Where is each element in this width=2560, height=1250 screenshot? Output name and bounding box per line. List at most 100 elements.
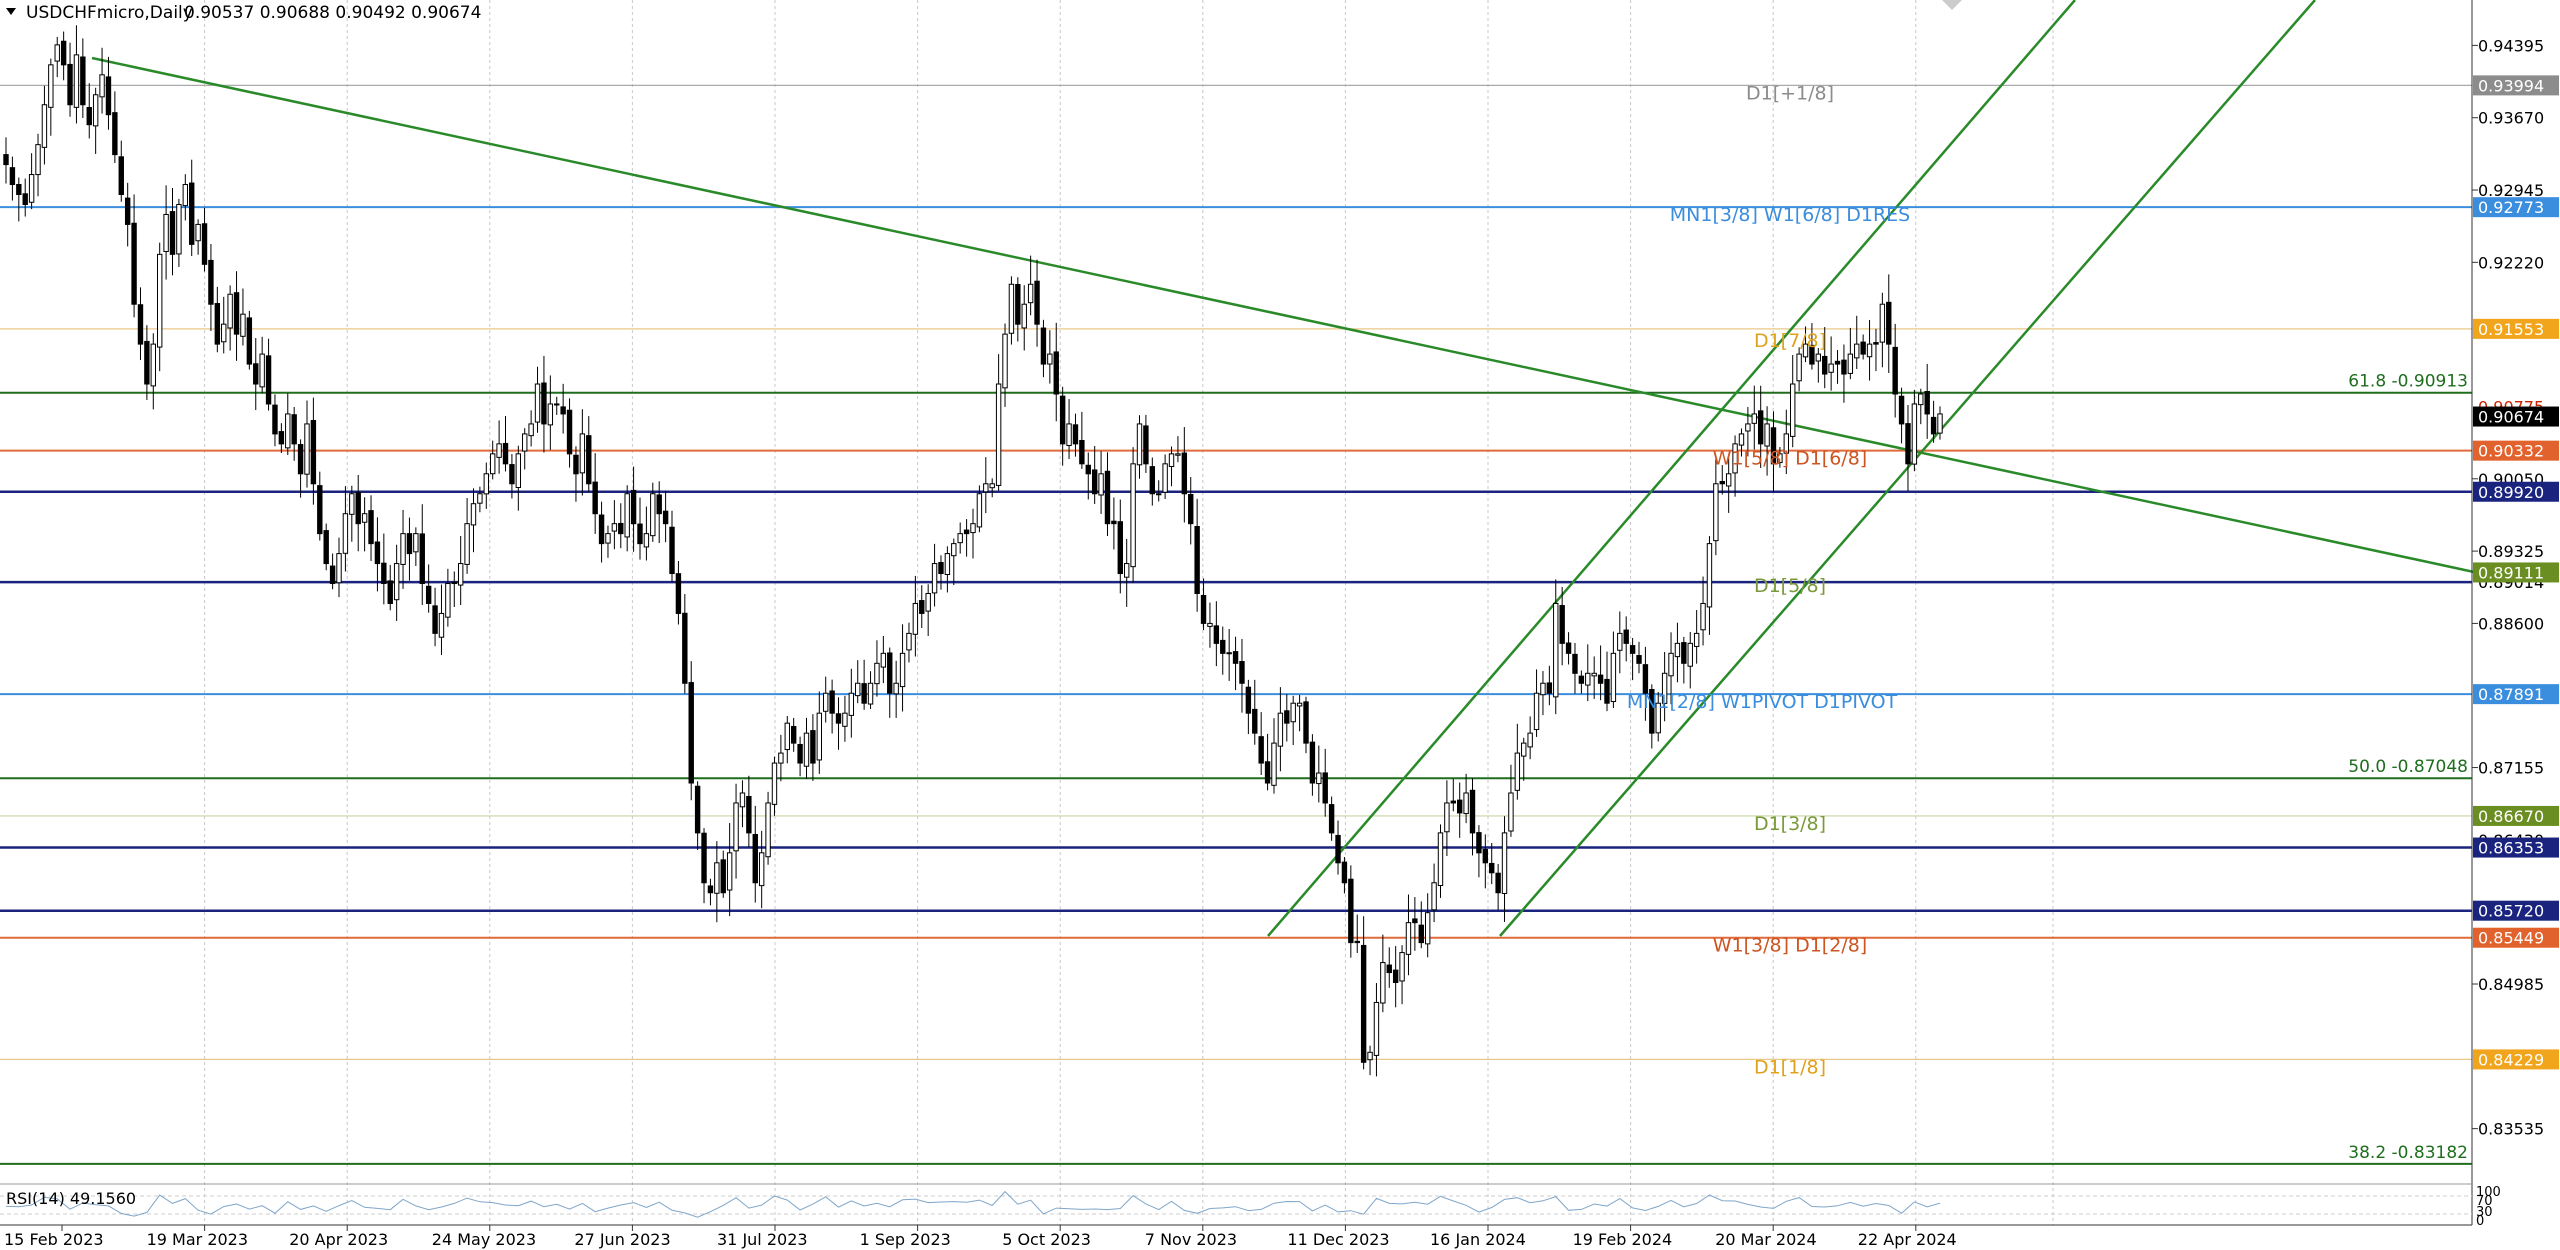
candle-body: [637, 523, 643, 545]
price-label-box: [2473, 927, 2559, 948]
candle-body: [1226, 652, 1232, 655]
candle-body: [784, 722, 790, 751]
candle-body: [688, 682, 694, 784]
candle-body: [592, 481, 598, 515]
level-lines: [0, 84, 2472, 1165]
candle-body: [1693, 632, 1700, 647]
rsi-label: RSI(14) 49.1560: [6, 1189, 136, 1208]
candle-body: [925, 592, 931, 612]
candle-body: [1463, 792, 1469, 815]
candle-body: [1059, 395, 1066, 445]
candle-body: [1437, 832, 1444, 887]
candle-body: [1495, 872, 1501, 894]
candle-body: [1392, 969, 1399, 984]
candle-body: [912, 602, 919, 635]
candle-body: [1617, 632, 1623, 651]
candle-body: [1649, 689, 1655, 734]
candle-body: [1725, 473, 1732, 487]
candle-body: [1540, 682, 1546, 696]
candle-body: [278, 431, 285, 445]
candle-body: [1027, 283, 1034, 304]
candle-body: [169, 211, 176, 255]
candle-body: [22, 193, 28, 205]
price-label-box: [2473, 837, 2559, 858]
candle-body: [496, 443, 502, 458]
candle-body: [694, 785, 701, 834]
candle-body: [1719, 480, 1725, 485]
price-label-text: 0.85720: [2478, 902, 2544, 921]
candle-body: [1354, 940, 1360, 944]
candle-body: [189, 182, 195, 245]
candle-body: [137, 304, 144, 345]
candle-body: [1578, 675, 1585, 684]
candle-body: [349, 493, 355, 515]
x-tick-label: 15 Feb 2023: [4, 1230, 104, 1249]
candle-body: [1918, 393, 1924, 406]
candle-body: [1316, 772, 1322, 785]
candle-body: [528, 423, 534, 437]
candle-body: [285, 413, 291, 449]
candle-body: [1642, 664, 1649, 694]
candle-body: [906, 632, 912, 651]
candle-body: [1937, 413, 1943, 434]
candle-body: [291, 414, 297, 445]
candle-body: [1040, 327, 1047, 365]
price-label-text: 0.84229: [2478, 1050, 2544, 1069]
candle-body: [1207, 622, 1213, 627]
rsi-line: [5, 1190, 1941, 1218]
candle-body: [323, 530, 329, 565]
candle-body: [1290, 702, 1296, 723]
level-label: W1[5/8] D1[6/8]: [1713, 448, 1867, 470]
candle-body: [259, 353, 265, 388]
candle-body: [1245, 686, 1252, 714]
candle-body: [1303, 701, 1309, 744]
candle-body: [304, 423, 310, 475]
candle-body: [1604, 678, 1610, 704]
candle-body: [1271, 742, 1277, 786]
candle-body: [1194, 525, 1200, 594]
candle-body: [1521, 742, 1527, 757]
candle-body: [1457, 799, 1463, 814]
candle-body: [1085, 464, 1091, 475]
candle-body: [1770, 427, 1777, 465]
candle-body: [425, 585, 432, 604]
candle-body: [1828, 363, 1834, 373]
candle-body: [393, 563, 400, 601]
candle-body: [1156, 493, 1162, 496]
candle-body: [54, 44, 60, 62]
candle-body: [547, 403, 554, 426]
candle-body: [1591, 672, 1597, 677]
candle-body: [1898, 395, 1905, 425]
price-label-text: 0.87891: [2478, 685, 2544, 704]
candle-body: [560, 406, 566, 415]
candle-body: [1681, 642, 1687, 664]
candle-body: [1450, 800, 1456, 804]
y-tick-label: 0.93670: [2478, 109, 2544, 128]
candle-body: [1341, 861, 1348, 884]
chart-shift-marker[interactable]: [1942, 0, 1962, 10]
candle-body: [579, 433, 586, 474]
candle-body: [265, 355, 272, 405]
candle-body: [1911, 403, 1918, 465]
candle-body: [1066, 423, 1072, 447]
candle-body: [1335, 834, 1341, 864]
candle-body: [855, 682, 861, 697]
candle-body: [1732, 443, 1738, 474]
channel-line-upper[interactable]: [1267, 0, 2076, 937]
candle-body: [156, 253, 163, 348]
candle-body: [1514, 752, 1521, 791]
triangle-down-icon[interactable]: [6, 8, 16, 15]
candle-body: [938, 562, 944, 575]
trend-line-downtrend[interactable]: [91, 56, 2475, 574]
candle-body: [1655, 702, 1661, 734]
candle-body: [778, 752, 784, 764]
candle-body: [1572, 653, 1578, 674]
candle-body: [1796, 353, 1802, 382]
current-price-label: 0.90674: [2478, 408, 2544, 427]
candlestick-series: [3, 25, 1943, 1077]
candle-body: [3, 154, 9, 166]
candle-body: [1738, 433, 1745, 446]
candle-body: [1930, 416, 1937, 435]
